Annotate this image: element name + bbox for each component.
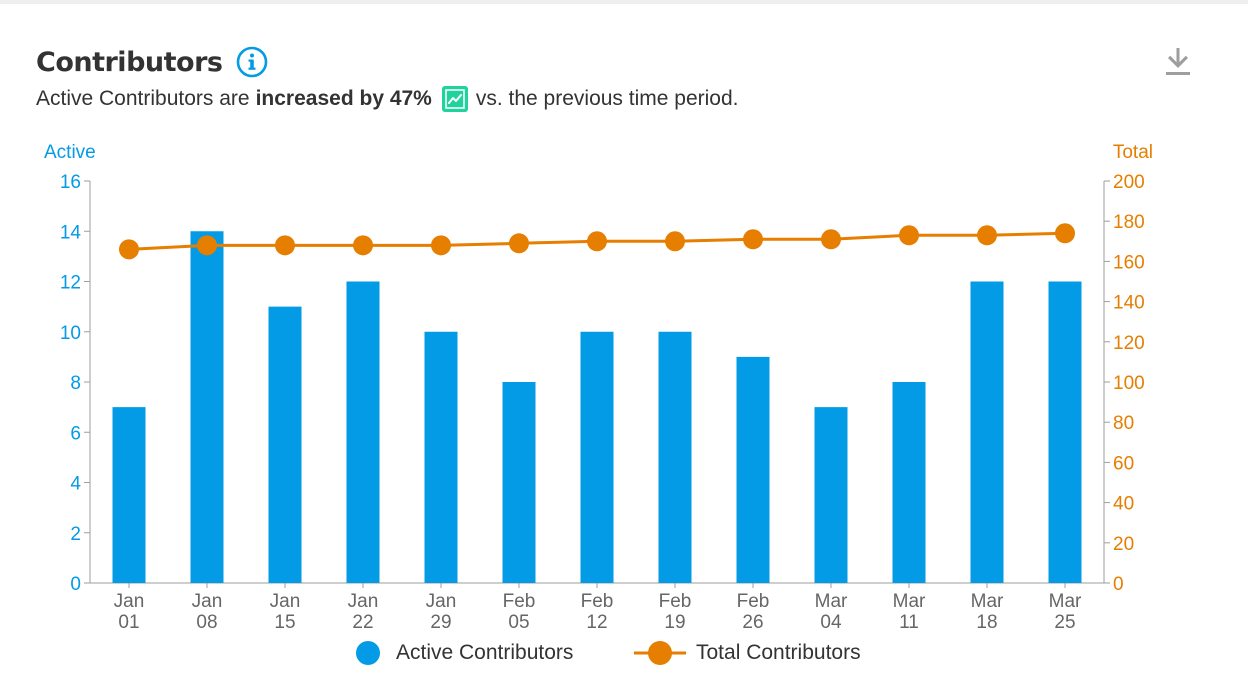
- x-tick-label: Jan 29: [426, 591, 457, 633]
- bar-active-contributors[interactable]: [658, 331, 692, 583]
- point-total-contributors[interactable]: [743, 229, 763, 250]
- y-right-tick-label: 180: [1113, 212, 1145, 233]
- x-tick-label: Mar 18: [971, 591, 1004, 633]
- bar-active-contributors[interactable]: [502, 382, 536, 583]
- bar-active-contributors[interactable]: [736, 356, 770, 583]
- point-total-contributors[interactable]: [665, 231, 685, 252]
- y-left-tick-label: 12: [60, 273, 81, 294]
- y-left-tick-label: 4: [70, 474, 81, 495]
- y-right-tick-label: 140: [1113, 293, 1145, 314]
- summary-prefix: Active Contributors are: [36, 87, 250, 110]
- page-title: Contributors: [36, 46, 223, 78]
- x-tick-label: Jan 01: [114, 591, 145, 633]
- y-right-tick-label: 40: [1113, 494, 1134, 515]
- x-tick-label: Jan 08: [192, 591, 223, 633]
- y-left-tick-label: 14: [60, 222, 82, 243]
- summary-suffix: vs. the previous time period.: [475, 87, 739, 110]
- y-axis-left-title: Active: [44, 142, 96, 163]
- y-right-tick-label: 160: [1113, 252, 1145, 273]
- point-total-contributors[interactable]: [353, 235, 373, 256]
- chart-legend: Active Contributors Total Contributors: [0, 636, 1248, 670]
- y-right-tick-label: 20: [1113, 534, 1134, 555]
- bar-active-contributors[interactable]: [814, 407, 848, 583]
- legend-label-total: Total Contributors: [696, 641, 861, 664]
- point-total-contributors[interactable]: [275, 235, 295, 256]
- point-total-contributors[interactable]: [431, 235, 451, 256]
- point-total-contributors[interactable]: [899, 225, 919, 246]
- bar-active-contributors[interactable]: [580, 331, 614, 583]
- bar-active-contributors[interactable]: [190, 231, 224, 583]
- y-right-tick-label: 200: [1113, 172, 1145, 193]
- bar-active-contributors[interactable]: [424, 331, 458, 583]
- point-total-contributors[interactable]: [119, 239, 139, 260]
- bar-active-contributors[interactable]: [268, 306, 302, 583]
- legend-marker-active: [356, 641, 380, 665]
- x-tick-label: Feb 26: [737, 591, 770, 633]
- bar-active-contributors[interactable]: [1048, 281, 1082, 584]
- point-total-contributors[interactable]: [587, 231, 607, 252]
- legend-item-total[interactable]: Total Contributors: [634, 636, 861, 670]
- download-icon[interactable]: [1162, 44, 1194, 80]
- point-total-contributors[interactable]: [977, 225, 997, 246]
- legend-item-active[interactable]: Active Contributors: [354, 636, 573, 670]
- bar-active-contributors[interactable]: [346, 281, 380, 584]
- y-right-tick-label: 60: [1113, 453, 1134, 474]
- x-tick-label: Jan 15: [270, 591, 301, 633]
- y-left-tick-label: 8: [70, 373, 81, 394]
- y-left-tick-label: 10: [60, 323, 81, 344]
- bar-active-contributors[interactable]: [970, 281, 1004, 584]
- point-total-contributors[interactable]: [197, 235, 217, 256]
- y-left-tick-label: 0: [70, 574, 81, 595]
- x-tick-label: Feb 19: [659, 591, 692, 633]
- summary-text: Active Contributors are increased by 47%…: [36, 86, 738, 112]
- point-total-contributors[interactable]: [1055, 223, 1075, 244]
- y-right-tick-label: 100: [1113, 373, 1145, 394]
- y-axis-right-title: Total: [1113, 142, 1153, 163]
- trending-up-icon: [441, 86, 468, 112]
- legend-marker-total: [634, 641, 686, 665]
- bar-active-contributors[interactable]: [112, 407, 146, 583]
- legend-label-active: Active Contributors: [396, 641, 574, 664]
- y-left-tick-label: 6: [70, 423, 81, 444]
- x-tick-label: Mar 11: [893, 591, 926, 633]
- y-right-tick-label: 0: [1113, 574, 1124, 595]
- y-left-tick-label: 2: [70, 524, 81, 545]
- point-total-contributors[interactable]: [509, 233, 529, 254]
- card-header: Contributors: [36, 40, 268, 84]
- x-tick-label: Feb 12: [581, 591, 614, 633]
- x-tick-label: Feb 05: [503, 591, 536, 633]
- info-circle-icon[interactable]: [236, 46, 268, 78]
- summary-highlight: increased by 47%: [255, 87, 432, 110]
- point-total-contributors[interactable]: [821, 229, 841, 250]
- y-left-tick-label: 16: [60, 172, 81, 193]
- x-tick-label: Mar 25: [1049, 591, 1082, 633]
- x-tick-label: Mar 04: [815, 591, 848, 633]
- y-right-tick-label: 80: [1113, 413, 1134, 434]
- x-tick-label: Jan 22: [348, 591, 379, 633]
- top-divider: [0, 0, 1248, 4]
- contributors-chart: Active Total02468101214160204060801001201…: [44, 142, 1153, 633]
- bar-active-contributors[interactable]: [892, 382, 926, 583]
- y-right-tick-label: 120: [1113, 333, 1145, 354]
